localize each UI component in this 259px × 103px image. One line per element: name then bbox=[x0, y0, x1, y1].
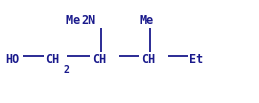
Text: 2: 2 bbox=[63, 65, 69, 75]
Text: 2N: 2N bbox=[82, 14, 96, 27]
Text: CH: CH bbox=[92, 53, 106, 66]
Text: HO: HO bbox=[5, 53, 19, 66]
Text: CH: CH bbox=[141, 53, 155, 66]
Text: Me: Me bbox=[140, 14, 154, 27]
Text: Et: Et bbox=[189, 53, 203, 66]
Text: Me: Me bbox=[66, 14, 88, 27]
Text: CH: CH bbox=[45, 53, 60, 66]
